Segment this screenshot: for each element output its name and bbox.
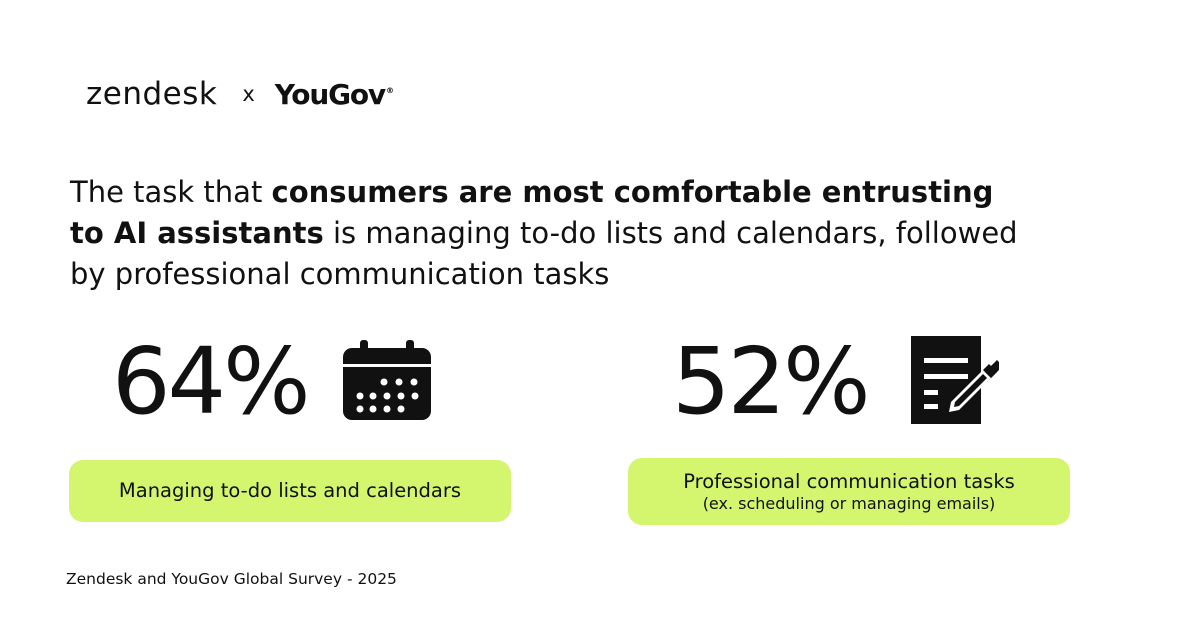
stat-label: Professional communication tasks xyxy=(683,469,1015,493)
logo-row: zendesk x YouGov® xyxy=(86,72,394,116)
registered-mark: ® xyxy=(385,86,394,96)
calendar-icon xyxy=(343,340,432,424)
source-footnote: Zendesk and YouGov Global Survey - 2025 xyxy=(66,570,397,588)
stat-label: Managing to-do lists and calendars xyxy=(118,479,462,502)
yougov-logo-text: YouGov xyxy=(274,77,386,111)
stat-label-pill-communication: Professional communication tasks (ex. sc… xyxy=(628,458,1070,525)
stat-label-pill-todo: Managing to-do lists and calendars xyxy=(69,460,511,522)
headline-lead: The task that xyxy=(70,175,263,209)
stat-sublabel: (ex. scheduling or managing emails) xyxy=(702,493,996,513)
headline-rest: is managing to-do lists and calendars, f… xyxy=(70,216,1018,291)
yougov-logo: YouGov® xyxy=(275,78,394,111)
stat-professional-communication: 52% xyxy=(672,328,1004,435)
headline-bold: consumers are most comfortable entrustin… xyxy=(70,175,994,250)
stat-value: 52% xyxy=(672,328,870,435)
document-edit-icon xyxy=(911,336,1004,428)
logo-separator: x xyxy=(242,82,255,106)
stat-value: 64% xyxy=(112,328,310,435)
stat-todo-calendar: 64% xyxy=(112,328,432,435)
headline: The task that consumers are most comfort… xyxy=(70,172,1030,295)
zendesk-logo: zendesk xyxy=(86,76,218,112)
